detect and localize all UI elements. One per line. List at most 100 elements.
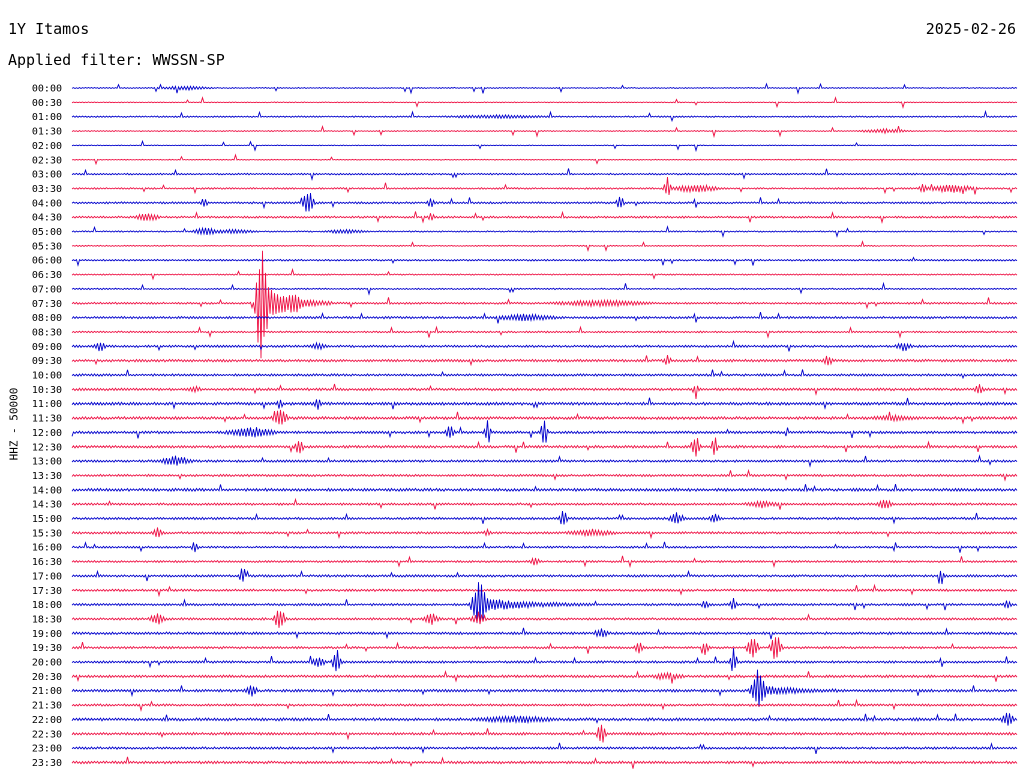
filter-label: Applied filter: WWSSN-SP	[8, 51, 225, 69]
seismic-trace-line	[71, 698, 1018, 712]
row-time-label: 03:30	[32, 184, 62, 195]
seismic-trace-line	[71, 409, 1018, 425]
seismic-trace-line	[71, 742, 1018, 755]
seismic-trace-line	[71, 497, 1018, 510]
seismic-trace-line	[71, 168, 1018, 181]
station-title: 1Y Itamos	[8, 20, 90, 38]
row-time-label: 02:30	[32, 155, 62, 166]
seismic-trace-line	[71, 582, 1018, 624]
row-time-label: 13:00	[32, 457, 62, 468]
row-time-label: 03:00	[32, 170, 62, 181]
row-time-label: 09:00	[32, 342, 62, 353]
seismic-trace-line	[71, 637, 1018, 659]
row-time-label: 19:30	[32, 643, 62, 654]
row-time-label: 19:00	[32, 629, 62, 640]
seismic-trace-line	[71, 355, 1018, 367]
row-time-label: 12:00	[32, 428, 62, 439]
row-time-label: 21:30	[32, 701, 62, 712]
row-time-label: 12:30	[32, 442, 62, 453]
row-time-label: 20:00	[32, 658, 62, 669]
seismic-trace-line	[71, 724, 1018, 743]
seismic-trace-line	[71, 250, 1018, 359]
seismic-trace-line	[71, 339, 1018, 352]
row-time-label: 16:30	[32, 557, 62, 568]
row-time-label: 23:30	[32, 758, 62, 769]
row-time-label: 11:30	[32, 414, 62, 425]
row-time-label: 08:00	[32, 313, 62, 324]
seismic-trace-line	[71, 511, 1018, 525]
seismic-trace-line	[71, 583, 1018, 598]
seismic-trace-line	[71, 483, 1018, 493]
row-time-label: 13:30	[32, 471, 62, 482]
row-time-label: 14:30	[32, 500, 62, 511]
row-time-label: 17:00	[32, 571, 62, 582]
date-label: 2025-02-26	[925, 20, 1016, 38]
seismic-trace-line	[71, 177, 1018, 195]
row-time-label: 06:30	[32, 270, 62, 281]
row-time-label: 20:30	[32, 672, 62, 683]
seismic-trace-line	[71, 225, 1018, 238]
seismic-trace-line	[71, 139, 1018, 153]
seismic-trace-line	[71, 192, 1018, 212]
row-time-label: 22:00	[32, 715, 62, 726]
row-time-label: 22:30	[32, 729, 62, 740]
seismic-trace-line	[71, 109, 1018, 123]
row-time-label: 14:00	[32, 485, 62, 496]
row-time-label: 09:30	[32, 356, 62, 367]
seismic-trace-line	[71, 437, 1018, 457]
row-time-label: 00:30	[32, 98, 62, 109]
seismic-trace-line	[71, 267, 1018, 281]
row-time-label: 01:30	[32, 127, 62, 138]
seismic-trace-line	[71, 468, 1018, 482]
seismic-trace-line	[71, 240, 1018, 252]
seismic-trace-line	[71, 568, 1018, 585]
trace-group	[71, 82, 1018, 769]
row-time-label: 15:00	[32, 514, 62, 525]
row-time-label: 15:30	[32, 528, 62, 539]
time-label-group: 00:00 00:30 01:00 01:30 02:00 02:30 03:00 03:30…	[32, 84, 62, 769]
seismic-trace-line	[71, 210, 1018, 224]
row-time-label: 11:00	[32, 399, 62, 410]
row-time-label: 02:00	[32, 141, 62, 152]
seismic-trace-line	[71, 555, 1018, 569]
row-time-label: 06:00	[32, 256, 62, 267]
seismic-trace-line	[71, 712, 1018, 726]
row-time-label: 17:30	[32, 586, 62, 597]
seismic-trace-line	[71, 256, 1018, 267]
seismic-trace-line	[71, 670, 1018, 684]
seismic-trace-line	[71, 383, 1018, 400]
seismic-trace-line	[71, 541, 1018, 553]
row-time-label: 18:00	[32, 600, 62, 611]
row-time-label: 08:30	[32, 327, 62, 338]
row-time-label: 07:00	[32, 284, 62, 295]
seismic-trace-line	[71, 311, 1018, 324]
row-time-label: 18:30	[32, 614, 62, 625]
seismic-trace-line	[71, 325, 1018, 339]
row-time-label: 16:00	[32, 543, 62, 554]
seismic-trace-line	[71, 153, 1018, 166]
seismic-trace-line	[71, 281, 1018, 296]
seismic-trace-line	[71, 82, 1018, 95]
seismic-trace-line	[71, 527, 1018, 540]
row-time-label: 21:00	[32, 686, 62, 697]
seismic-trace-line	[71, 369, 1018, 380]
row-time-label: 04:30	[32, 213, 62, 224]
seismic-trace-line	[71, 627, 1018, 640]
seismic-trace-line	[71, 420, 1018, 443]
row-time-label: 01:00	[32, 112, 62, 123]
row-time-label: 10:30	[32, 385, 62, 396]
seismic-trace-line	[71, 124, 1018, 139]
seismic-trace-line	[71, 648, 1018, 672]
row-time-label: 05:00	[32, 227, 62, 238]
seismic-trace-line	[71, 669, 1018, 708]
row-time-label: 07:30	[32, 299, 62, 310]
row-time-label: 00:00	[32, 84, 62, 95]
seismic-trace-line	[71, 454, 1018, 468]
row-time-label: 23:00	[32, 744, 62, 755]
row-time-label: 04:00	[32, 198, 62, 209]
seismic-trace-line	[71, 96, 1018, 109]
row-time-label: 05:30	[32, 241, 62, 252]
seismic-trace-line	[71, 610, 1018, 628]
seismic-trace-line	[71, 397, 1018, 410]
